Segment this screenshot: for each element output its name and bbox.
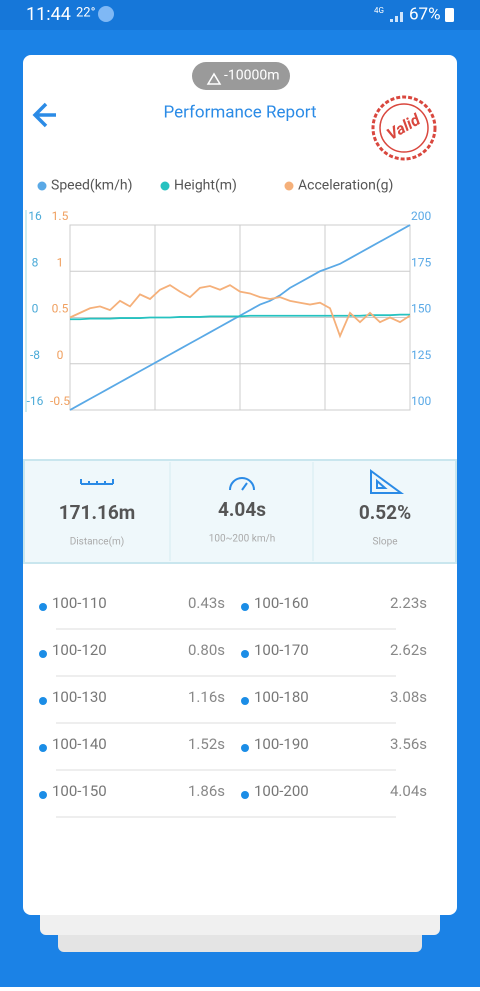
altitude-pill (192, 62, 290, 90)
split-dot (39, 603, 47, 611)
split-dot (39, 744, 47, 752)
tick-label: 16 (28, 209, 42, 223)
split-dot (241, 650, 249, 658)
split-dot (241, 791, 249, 799)
tick-label: 125 (411, 348, 431, 362)
battery: 67% (409, 4, 441, 24)
stat-value: 4.04s (218, 498, 266, 521)
split-time: 0.43s (188, 594, 225, 612)
split-range: 100-170 (254, 641, 309, 659)
split-dot (39, 791, 47, 799)
split-dot (39, 697, 47, 705)
split-time: 1.86s (188, 782, 225, 800)
split-time: 1.52s (188, 735, 225, 753)
series-line (69, 284, 411, 339)
stat-label: Distance(m) (70, 536, 125, 548)
ruler-icon (80, 479, 114, 485)
temp: 22° (76, 5, 96, 20)
back-button[interactable] (32, 102, 56, 128)
title: Performance Report (163, 102, 316, 122)
split-time: 0.80s (188, 641, 225, 659)
split-range: 100-130 (52, 688, 107, 706)
battery-icon (445, 8, 454, 22)
split-time: 1.16s (188, 688, 225, 706)
legend-dot (284, 181, 294, 191)
legend-label: Height(m) (174, 178, 237, 194)
split-range: 100-110 (52, 594, 107, 612)
split-range: 100-150 (52, 782, 107, 800)
split-range: 100-190 (254, 735, 309, 753)
tick-label: 200 (411, 209, 431, 223)
split-range: 100-140 (52, 735, 107, 753)
split-time: 3.56s (390, 735, 427, 753)
split-time: 4.04s (390, 782, 427, 800)
tick-label: 0.5 (52, 302, 69, 316)
split-range: 100-120 (52, 641, 107, 659)
legend-dot (37, 181, 47, 191)
time: 11:44 (26, 4, 71, 25)
split-time: 3.08s (390, 688, 427, 706)
tick-label: 150 (411, 302, 431, 316)
altitude: -10000m (224, 68, 280, 84)
stat-label: Slope (373, 537, 398, 548)
slope-icon (370, 469, 405, 494)
split-range: 100-160 (254, 594, 309, 612)
gauge-icon (229, 477, 255, 491)
split-dot (241, 603, 249, 611)
split-dot (241, 697, 249, 705)
tick-label: 100 (411, 394, 431, 408)
stat-value: 171.16m (59, 501, 135, 524)
legend-label: Speed(km/h) (51, 178, 132, 194)
tick-label: 175 (411, 255, 431, 269)
tick-label: -0.5 (50, 394, 70, 408)
stamp (371, 95, 437, 161)
split-time: 2.23s (390, 594, 427, 612)
tick-label: 1 (57, 255, 64, 269)
stat-label: 100~200 km/h (209, 534, 275, 545)
stat-value: 0.52% (359, 501, 411, 524)
tick-label: -16 (27, 394, 44, 408)
tick-label: 8 (32, 255, 39, 269)
split-range: 100-200 (254, 782, 309, 800)
split-time: 2.62s (390, 641, 427, 659)
status-bar (0, 0, 480, 30)
tick-label: 0 (32, 302, 39, 316)
legend-dot (160, 181, 170, 191)
split-dot (39, 650, 47, 658)
stats-panel (23, 459, 457, 564)
network: 4G (374, 6, 384, 15)
signal (390, 12, 403, 22)
stamp (379, 103, 429, 153)
legend-label: Acceleration(g) (298, 178, 393, 194)
split-range: 100-180 (254, 688, 309, 706)
mountain-icon (206, 72, 222, 85)
pay-icon (98, 6, 114, 22)
tick-label: -8 (30, 348, 40, 362)
split-dot (241, 744, 249, 752)
tick-label: 1.5 (52, 209, 69, 223)
tick-label: 0 (57, 348, 64, 362)
